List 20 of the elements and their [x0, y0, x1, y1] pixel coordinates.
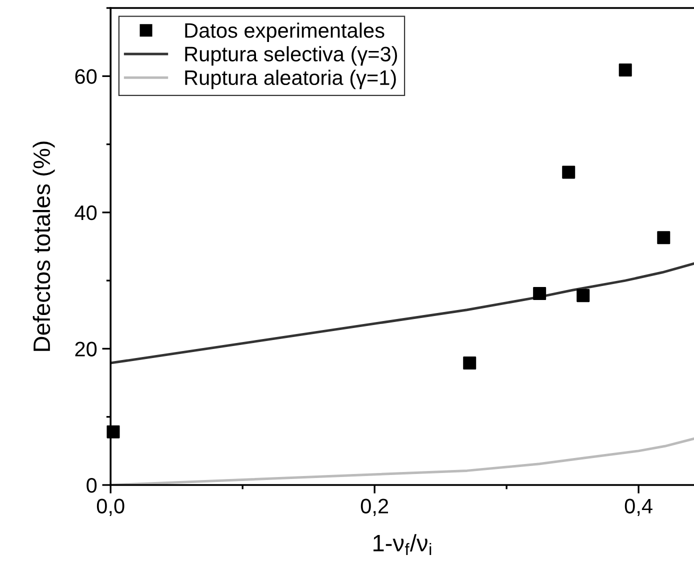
x-tick-label: 0,2: [360, 498, 388, 516]
point: [576, 289, 590, 302]
y-tick-label: 0: [86, 478, 97, 493]
y-tick-label: 60: [75, 69, 97, 84]
y-tick-label: 20: [75, 342, 97, 356]
point: [562, 166, 576, 179]
point: [106, 425, 120, 438]
point: [657, 231, 670, 244]
legend-label: Ruptura aleatoria (γ=1): [185, 70, 396, 90]
line-series: [110, 262, 694, 364]
x-tick-label: 0,4: [624, 498, 652, 516]
y-tick-label: 40: [74, 205, 97, 220]
y-axis-title: Defectos totales (%): [32, 142, 55, 351]
point: [463, 356, 476, 370]
point: [618, 64, 632, 77]
legend-label: Datos experimentales: [185, 22, 384, 42]
x-axis-title: 1-ν$_{f}$/ν$_{i}$: [374, 534, 432, 556]
legend-label: Ruptura selectiva (γ=3): [185, 46, 398, 66]
x-tick-label: 0,0: [96, 498, 124, 516]
point: [533, 287, 546, 300]
